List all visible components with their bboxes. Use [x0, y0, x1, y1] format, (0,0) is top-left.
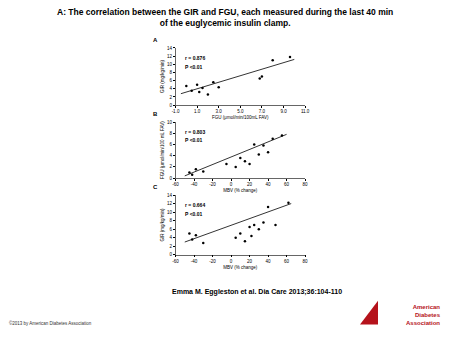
svg-text:-20: -20	[209, 259, 216, 264]
svg-text:r = 0.876: r = 0.876	[185, 55, 205, 61]
svg-text:1.0: 1.0	[194, 109, 201, 114]
svg-text:10: 10	[167, 210, 173, 215]
svg-text:12: 12	[167, 54, 173, 59]
svg-text:2: 2	[169, 95, 172, 100]
svg-text:A: The correlation between the: A: The correlation between the GIR and F…	[57, 7, 393, 28]
svg-text:80: 80	[303, 259, 309, 264]
svg-text:3.0: 3.0	[216, 109, 223, 114]
svg-text:GIR (mg/kg/min): GIR (mg/kg/min)	[160, 208, 165, 242]
svg-text:MBV (% change): MBV (% change)	[223, 265, 258, 270]
svg-text:60: 60	[284, 259, 290, 264]
svg-text:4: 4	[169, 86, 172, 91]
svg-text:10: 10	[167, 62, 173, 67]
svg-text:7.0: 7.0	[259, 109, 266, 114]
svg-text:40: 40	[266, 182, 272, 187]
svg-text:FGU (μmol/min/100mL FAV): FGU (μmol/min/100mL FAV)	[212, 115, 269, 120]
svg-text:20: 20	[247, 182, 253, 187]
svg-text:r = 0.664: r = 0.664	[185, 202, 205, 208]
svg-text:-1.0: -1.0	[172, 109, 180, 114]
svg-text:-20: -20	[209, 182, 216, 187]
svg-text:-40: -40	[191, 182, 198, 187]
svg-text:B: B	[153, 111, 158, 117]
svg-text:Emma M. Eggleston et al. Dia C: Emma M. Eggleston et al. Dia Care 2013;3…	[172, 288, 342, 296]
svg-text:©2013 by American Diabetes Ass: ©2013 by American Diabetes Association	[9, 320, 92, 326]
svg-text:8: 8	[169, 131, 172, 136]
svg-text:20: 20	[247, 259, 253, 264]
svg-text:GIR (mg/kg/min): GIR (mg/kg/min)	[160, 60, 165, 94]
svg-text:40: 40	[266, 259, 272, 264]
svg-text:MBV (% change): MBV (% change)	[223, 188, 258, 193]
svg-text:C: C	[153, 184, 158, 190]
svg-text:6: 6	[169, 78, 172, 83]
svg-text:0: 0	[169, 176, 172, 181]
svg-text:AmericanDiabetesAssociation: AmericanDiabetesAssociation	[406, 304, 441, 326]
svg-text:FGU (μmol/min/100 mL FAV): FGU (μmol/min/100 mL FAV)	[160, 121, 165, 179]
svg-text:6: 6	[169, 142, 172, 147]
svg-text:0: 0	[169, 103, 172, 108]
svg-text:11.0: 11.0	[301, 109, 310, 114]
svg-text:-60: -60	[172, 182, 179, 187]
svg-text:60: 60	[284, 182, 290, 187]
svg-text:80: 80	[303, 182, 309, 187]
svg-text:0: 0	[169, 252, 172, 257]
svg-text:14: 14	[167, 46, 173, 51]
svg-text:14: 14	[167, 193, 173, 198]
svg-text:9.0: 9.0	[280, 109, 287, 114]
svg-text:P <0.01: P <0.01	[185, 137, 203, 143]
svg-text:2: 2	[169, 164, 172, 169]
svg-text:5.0: 5.0	[237, 109, 244, 114]
svg-text:-40: -40	[191, 259, 198, 264]
svg-text:P <0.01: P <0.01	[185, 211, 203, 217]
svg-text:4: 4	[169, 153, 172, 158]
svg-text:-60: -60	[172, 259, 179, 264]
svg-text:r = 0.803: r = 0.803	[185, 129, 205, 135]
svg-text:8: 8	[169, 218, 172, 223]
svg-text:P <0.01: P <0.01	[185, 64, 203, 70]
svg-text:A: A	[153, 37, 158, 43]
svg-text:6: 6	[169, 227, 172, 232]
svg-text:2: 2	[169, 244, 172, 249]
svg-text:4: 4	[169, 235, 172, 240]
svg-text:8: 8	[169, 70, 172, 75]
svg-text:10: 10	[167, 120, 173, 125]
svg-text:0: 0	[230, 259, 233, 264]
svg-text:12: 12	[167, 201, 173, 206]
svg-text:0: 0	[230, 182, 233, 187]
